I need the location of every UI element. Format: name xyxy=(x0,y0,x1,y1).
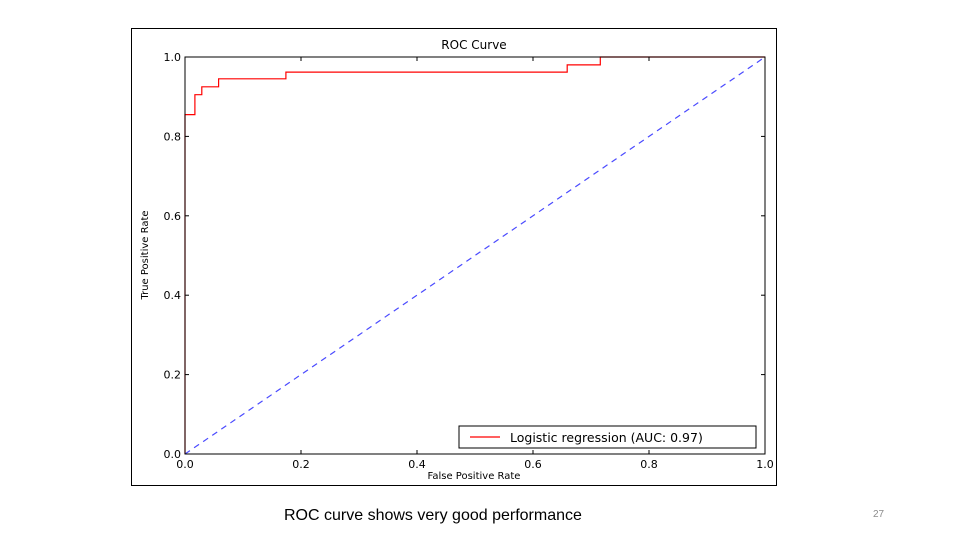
x-tick-label: 0.4 xyxy=(408,458,426,471)
y-tick-label: 0.8 xyxy=(164,130,182,143)
plot-area xyxy=(184,56,766,455)
x-tick-label: 0.8 xyxy=(640,458,658,471)
roc-chart: ROC Curve 0.0 0.2 0.4 0.6 0.8 1.0 0.0 0.2 0.4 0.6… xyxy=(140,38,774,482)
chart-figure: ROC Curve 0.0 0.2 0.4 0.6 0.8 1.0 0.0 0.2 0.4 0.6… xyxy=(131,28,777,486)
y-axis-label: True Positive Rate xyxy=(140,210,151,300)
y-tick-label: 0.4 xyxy=(164,289,182,302)
tick-layer: 0.0 0.2 0.4 0.6 0.8 1.0 0.0 0.2 0.4 0.6 0.8 1.0 xyxy=(164,51,774,471)
y-tick-label: 0.6 xyxy=(164,210,182,223)
y-tick-label: 1.0 xyxy=(164,51,182,64)
x-tick-label: 0.0 xyxy=(176,458,194,471)
roc-curve-line xyxy=(184,56,765,454)
slide-caption: ROC curve shows very good performance xyxy=(284,507,582,524)
legend-box xyxy=(458,425,757,449)
x-axis-label: False Positive Rate xyxy=(428,471,521,482)
chart-title: ROC Curve xyxy=(441,38,506,52)
x-tick-label: 0.2 xyxy=(292,458,310,471)
page-number: 27 xyxy=(873,509,885,520)
y-tick-label: 0.2 xyxy=(164,369,182,382)
x-tick-label: 0.6 xyxy=(524,458,542,471)
chance-diagonal-line xyxy=(184,56,766,455)
curve-layer xyxy=(184,56,766,455)
x-tick-label: 1.0 xyxy=(756,458,774,471)
legend: Logistic regression (AUC: 0.97) xyxy=(458,425,757,449)
y-tick-label: 0.0 xyxy=(164,448,182,461)
legend-label: Logistic regression (AUC: 0.97) xyxy=(510,430,703,445)
